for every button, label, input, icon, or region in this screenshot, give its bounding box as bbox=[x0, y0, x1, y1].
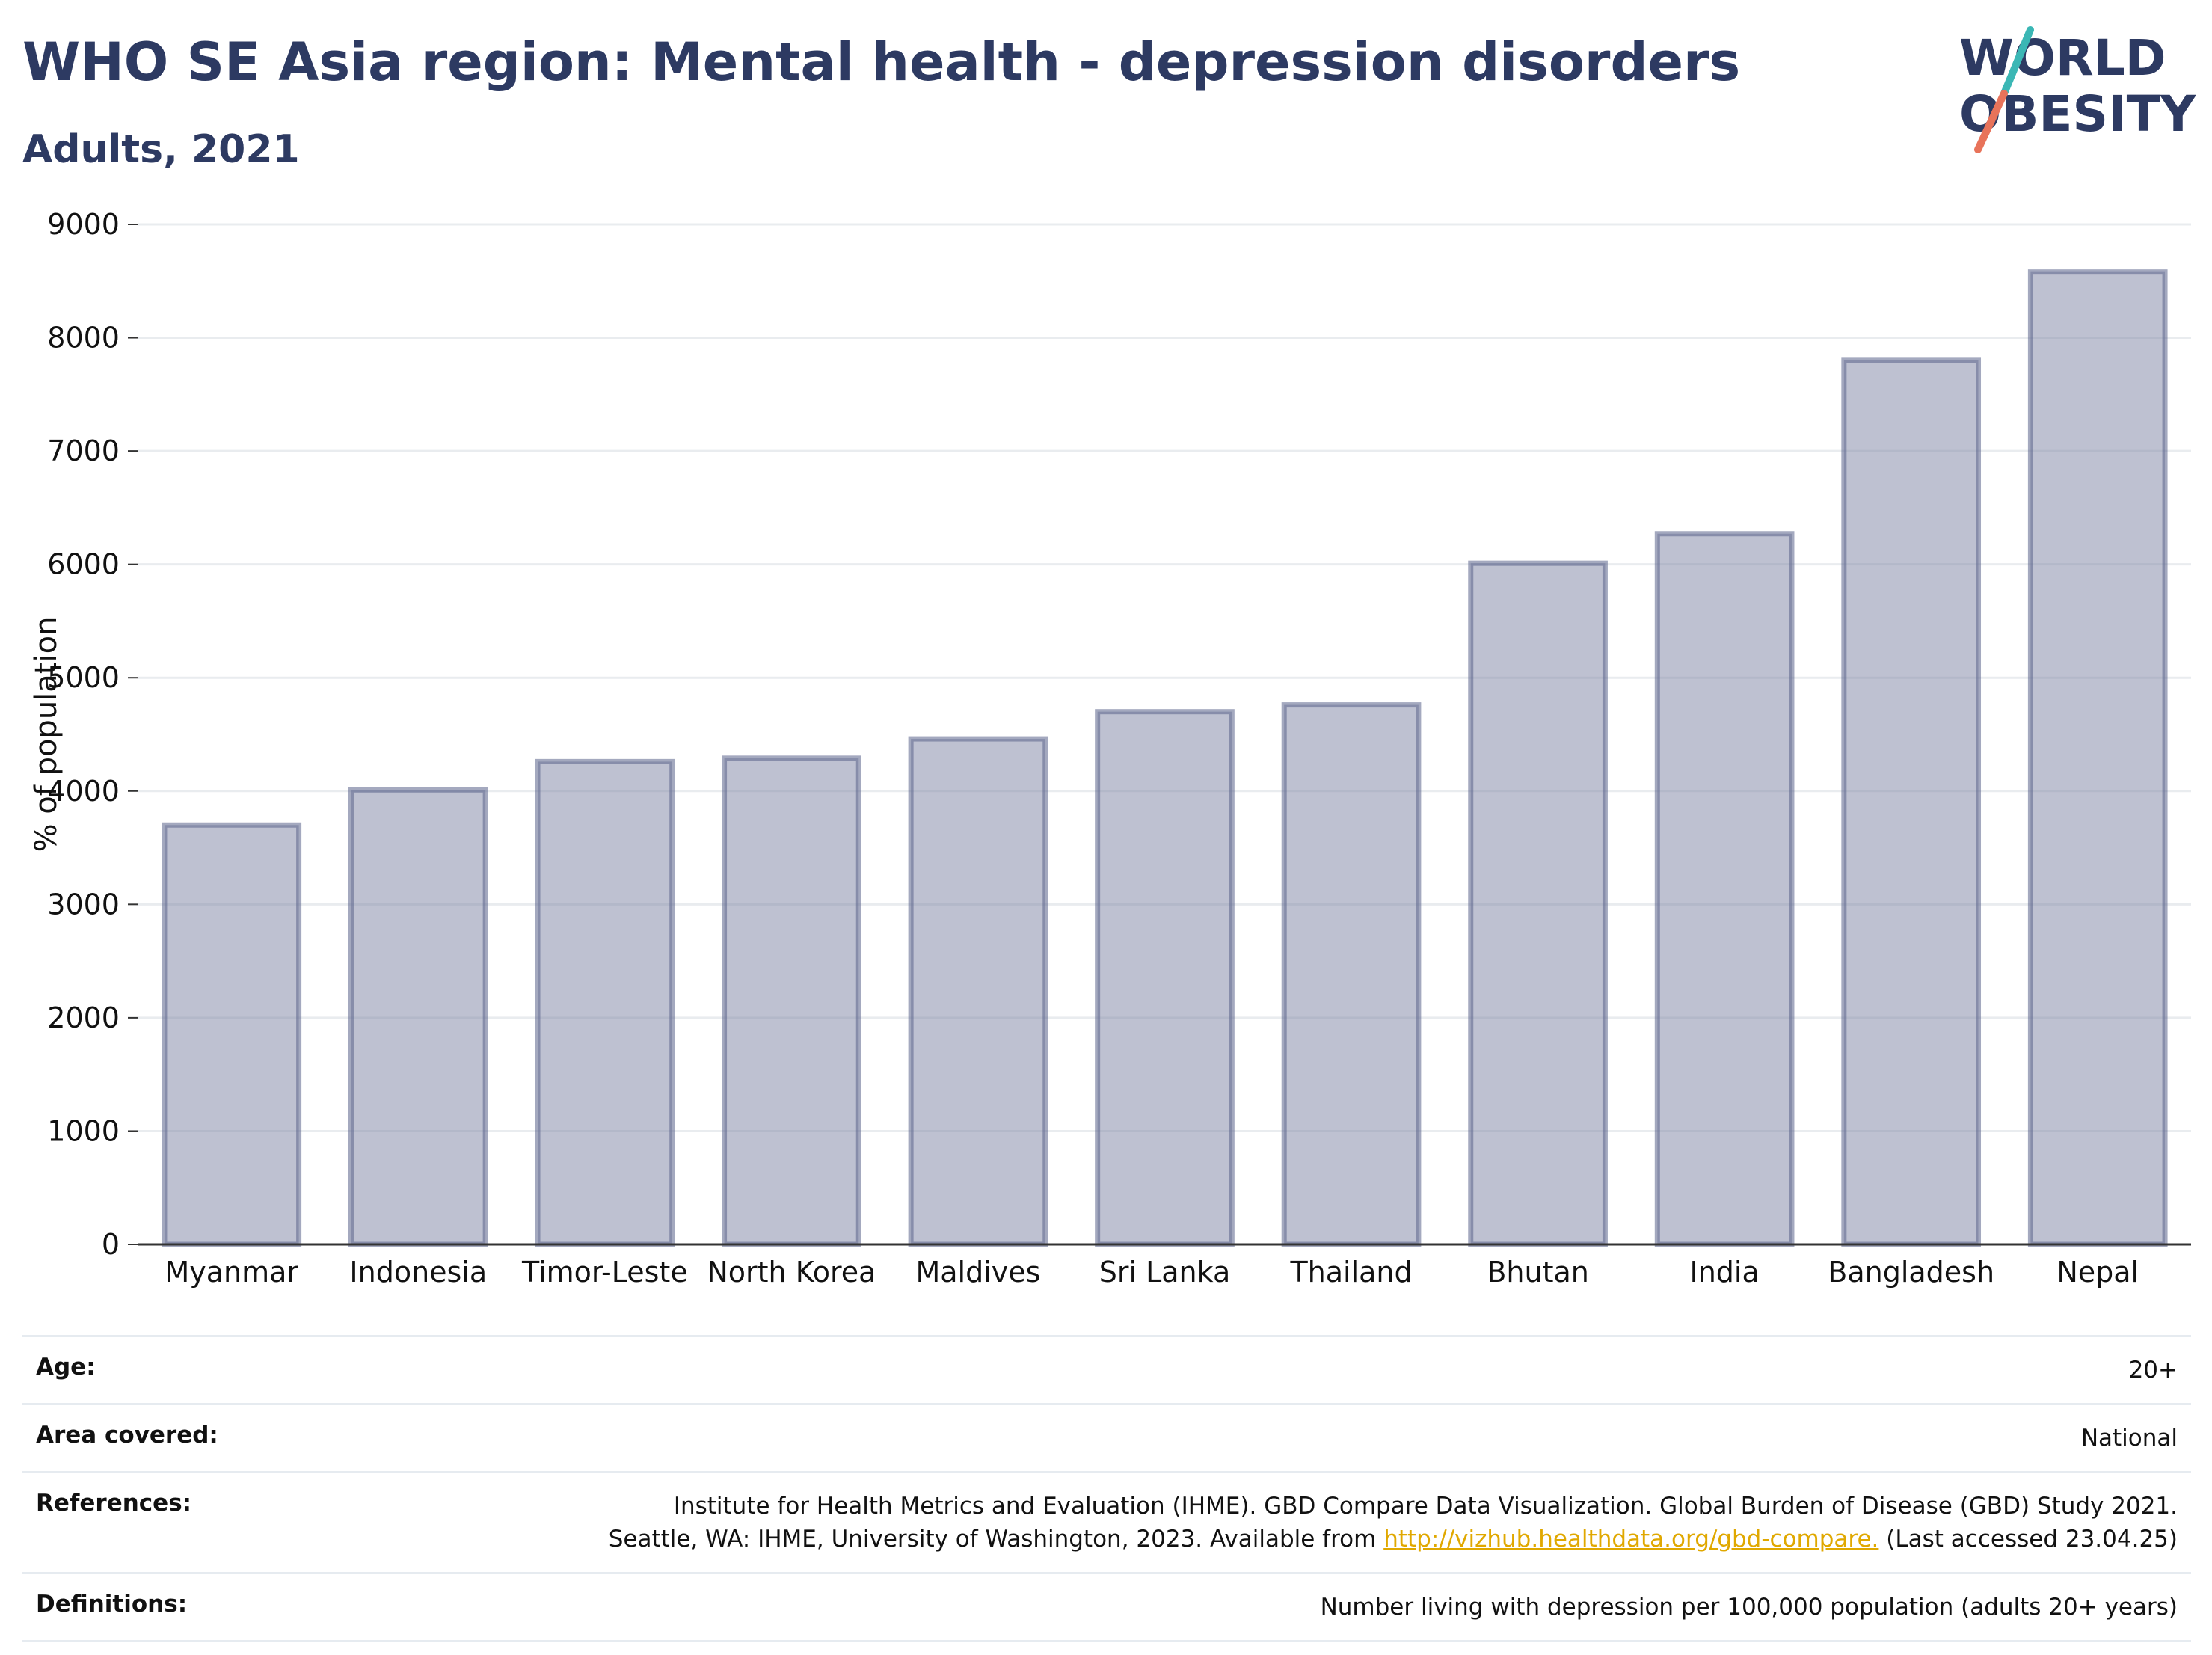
area-label: Area covered: bbox=[36, 1422, 218, 1449]
world-obesity-logo: WORLD OBESITY bbox=[1959, 26, 2197, 153]
age-value: 20+ bbox=[2128, 1357, 2178, 1384]
y-tick-label: 6000 bbox=[47, 548, 120, 581]
bar-chart: 0 1000 2000 3000 4000 5000 6000 7000 8000 9000 Mya… bbox=[29, 208, 2191, 1289]
bar-bangladesh bbox=[1841, 357, 1982, 1247]
y-tick-label: 2000 bbox=[47, 1001, 120, 1034]
references-line2-post: (Last accessed 23.04.25) bbox=[1878, 1526, 2178, 1553]
info-row-age: Age: 20+ bbox=[22, 1335, 2191, 1403]
bar-india bbox=[1654, 531, 1795, 1247]
x-tick-label: Thailand bbox=[1289, 1256, 1412, 1289]
references-value: Institute for Health Metrics and Evaluat… bbox=[609, 1490, 2178, 1556]
chart-subtitle: Adults, 2021 bbox=[22, 127, 300, 172]
x-tick-label: Indonesia bbox=[349, 1256, 487, 1289]
y-tick-label: 8000 bbox=[47, 322, 120, 354]
y-tick-label: 5000 bbox=[47, 661, 120, 694]
x-tick-label: North Korea bbox=[707, 1256, 876, 1289]
x-tick-label: Sri Lanka bbox=[1099, 1256, 1231, 1289]
info-row-definitions: Definitions: Number living with depressi… bbox=[22, 1572, 2191, 1642]
references-line1: Institute for Health Metrics and Evaluat… bbox=[673, 1493, 2178, 1520]
logo-slash-teal bbox=[2000, 26, 2034, 97]
y-tick-label: 0 bbox=[102, 1228, 120, 1261]
info-table: Age: 20+ Area covered: National Referenc… bbox=[22, 1335, 2191, 1642]
x-tick-label: Bhutan bbox=[1487, 1256, 1589, 1289]
references-label: References: bbox=[36, 1490, 192, 1517]
bar-north-korea bbox=[722, 755, 861, 1247]
bar-sri-lanka bbox=[1095, 709, 1235, 1247]
logo-line1: WORLD bbox=[1959, 29, 2166, 87]
y-tick-label: 7000 bbox=[47, 435, 120, 467]
bar-thailand bbox=[1281, 702, 1422, 1247]
bar-myanmar bbox=[162, 822, 302, 1247]
x-tick-label: Timor-Leste bbox=[521, 1256, 688, 1289]
info-row-references: References: Institute for Health Metrics… bbox=[22, 1471, 2191, 1572]
y-tick-label: 1000 bbox=[47, 1114, 120, 1147]
bar-timor-leste bbox=[535, 758, 675, 1247]
bar-indonesia bbox=[348, 787, 488, 1247]
x-tick-label: Myanmar bbox=[165, 1256, 298, 1289]
area-value: National bbox=[2080, 1425, 2178, 1452]
info-row-area: Area covered: National bbox=[22, 1403, 2191, 1471]
x-tick-label: Nepal bbox=[2056, 1256, 2139, 1289]
definitions-label: Definitions: bbox=[36, 1591, 188, 1618]
age-label: Age: bbox=[36, 1354, 96, 1381]
definitions-value: Number living with depression per 100,00… bbox=[1320, 1594, 2178, 1621]
y-tick-label: 3000 bbox=[47, 888, 120, 921]
chart-title: WHO SE Asia region: Mental health - depr… bbox=[22, 31, 1741, 93]
logo-slash-coral bbox=[1974, 90, 2008, 153]
y-axis-title: % of population bbox=[29, 617, 64, 853]
references-link[interactable]: http://vizhub.healthdata.org/gbd-compare… bbox=[1383, 1526, 1879, 1553]
y-tick-label: 4000 bbox=[47, 775, 120, 808]
y-tick-label: 9000 bbox=[47, 208, 120, 241]
x-tick-label: India bbox=[1690, 1256, 1760, 1289]
x-tick-label: Maldives bbox=[915, 1256, 1040, 1289]
bar-nepal bbox=[2027, 269, 2168, 1247]
bar-maldives bbox=[908, 736, 1048, 1247]
references-line2-pre: Seattle, WA: IHME, University of Washing… bbox=[608, 1526, 1384, 1553]
bar-bhutan bbox=[1468, 560, 1608, 1247]
x-tick-label: Bangladesh bbox=[1828, 1256, 1994, 1289]
logo-line2: OBESITY bbox=[1959, 85, 2197, 143]
